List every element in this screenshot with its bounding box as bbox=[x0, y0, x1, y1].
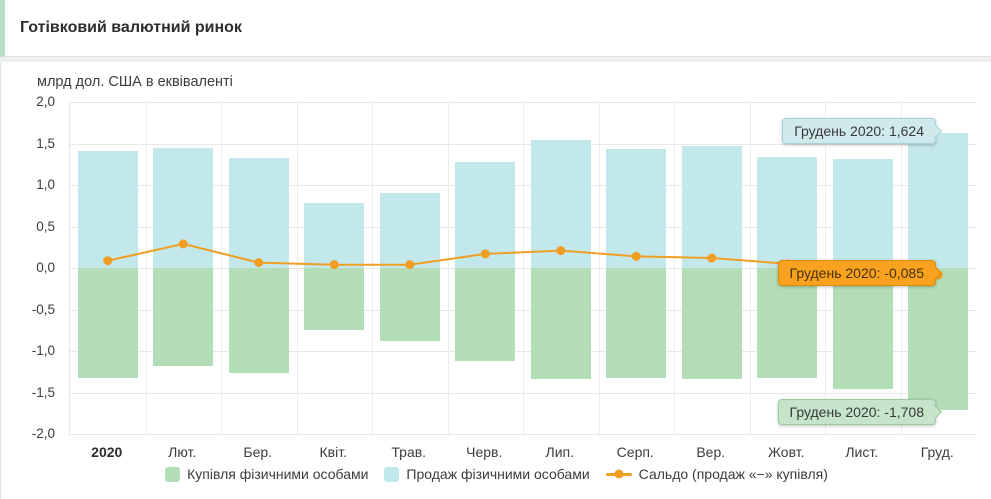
x-tick-label: Лют. bbox=[168, 444, 197, 460]
buy-bar[interactable] bbox=[908, 268, 969, 410]
x-tick-label: Серп. bbox=[616, 444, 654, 460]
saldo-point[interactable] bbox=[329, 260, 339, 270]
y-axis: 2,0 1,5 1,0 0,5 0,0 -0,5 -1,0 -1,5 -2,0 bbox=[1, 94, 61, 441]
y-tick-label: 1,5 bbox=[36, 135, 55, 151]
x-tick-label: Вер. bbox=[696, 444, 726, 460]
x-tick-label: Лист. bbox=[845, 444, 879, 460]
buy-bar[interactable] bbox=[153, 268, 214, 366]
saldo-point[interactable] bbox=[254, 258, 264, 268]
buy-bar[interactable] bbox=[455, 268, 516, 361]
chart-panel: млрд дол. США в еквіваленті 2,0 1,5 1,0 0,5… bbox=[0, 62, 991, 499]
sell-bar[interactable] bbox=[77, 150, 138, 268]
legend-line-marker-icon bbox=[605, 469, 632, 479]
gridline-v bbox=[372, 102, 373, 434]
tooltip-saldo-december: Грудень 2020: -0,085 bbox=[777, 260, 936, 286]
legend-item-sell[interactable]: Продаж фізичними особами bbox=[384, 466, 590, 482]
x-tick-label: Квіт. bbox=[319, 444, 347, 460]
gridline-v bbox=[598, 102, 600, 434]
x-tick-label: Трав. bbox=[391, 444, 427, 460]
buy-bar[interactable] bbox=[681, 268, 742, 380]
x-axis: 2020 Лют. Бер. Квіт. Трав. Черв. Лип. Серп. Вер.… bbox=[69, 444, 975, 464]
sell-bar[interactable] bbox=[606, 149, 667, 268]
chart-legend: Купівля фізичними особами Продаж фізичним… bbox=[1, 466, 991, 482]
sell-bar[interactable] bbox=[304, 203, 365, 268]
sell-bar[interactable] bbox=[832, 159, 893, 268]
y-tick-label: 1,0 bbox=[36, 177, 55, 192]
buy-bar[interactable] bbox=[379, 268, 440, 342]
x-tick-label: Лип. bbox=[545, 444, 574, 460]
legend-item-buy[interactable]: Купівля фізичними особами bbox=[165, 466, 368, 482]
y-tick-label: -1,5 bbox=[31, 384, 55, 400]
gridline-v bbox=[447, 102, 449, 434]
page-title: Готівковий валютний ринок bbox=[20, 19, 242, 36]
x-tick-label: Жовт. bbox=[768, 444, 805, 460]
buy-bar[interactable] bbox=[757, 268, 818, 379]
x-tick-label: Груд. bbox=[920, 444, 954, 460]
legend-swatch-icon bbox=[384, 466, 400, 482]
buy-bar[interactable] bbox=[606, 268, 667, 379]
tooltip-sell-december: Грудень 2020: 1,624 bbox=[782, 118, 936, 144]
sell-bar[interactable] bbox=[681, 145, 742, 268]
gridline-v bbox=[749, 102, 751, 434]
y-tick-label: 0,5 bbox=[36, 218, 55, 234]
y-tick-label: 2,0 bbox=[36, 94, 55, 109]
saldo-point[interactable] bbox=[556, 246, 566, 256]
gridline-h bbox=[70, 434, 976, 435]
tooltip-buy-december: Грудень 2020: -1,708 bbox=[777, 399, 936, 425]
legend-item-label: Купівля фізичними особами bbox=[187, 466, 369, 482]
y-axis-unit-label: млрд дол. США в еквіваленті bbox=[37, 74, 233, 90]
gridline-v bbox=[221, 102, 222, 434]
sell-bar[interactable] bbox=[757, 156, 818, 268]
legend-line-dot-icon bbox=[614, 469, 624, 479]
gridline-v bbox=[296, 102, 298, 434]
saldo-point[interactable] bbox=[707, 253, 717, 263]
saldo-point[interactable] bbox=[480, 249, 490, 259]
chart-header: Готівковий валютний ринок bbox=[0, 0, 991, 57]
x-tick-label: Бер. bbox=[243, 444, 273, 460]
legend-swatch-icon bbox=[165, 466, 181, 482]
gridline-v bbox=[145, 102, 147, 434]
saldo-point[interactable] bbox=[178, 239, 188, 249]
sell-bar[interactable] bbox=[379, 193, 440, 268]
legend-item-saldo[interactable]: Сальдо (продаж «−» купівля) bbox=[605, 466, 828, 482]
buy-bar[interactable] bbox=[304, 268, 365, 331]
x-tick-label: 2020 bbox=[91, 444, 123, 460]
sell-bar[interactable] bbox=[228, 157, 289, 268]
buy-bar[interactable] bbox=[530, 268, 591, 380]
buy-bar[interactable] bbox=[832, 268, 893, 390]
y-tick-label: -0,5 bbox=[31, 301, 55, 317]
sell-bar[interactable] bbox=[908, 133, 969, 268]
x-tick-label: Черв. bbox=[466, 444, 503, 460]
saldo-point[interactable] bbox=[405, 260, 415, 270]
y-tick-label: 0,0 bbox=[36, 260, 55, 275]
legend-item-label: Сальдо (продаж «−» купівля) bbox=[638, 466, 828, 482]
saldo-point[interactable] bbox=[631, 251, 641, 261]
gridline-v bbox=[523, 102, 524, 434]
gridline-v bbox=[674, 102, 675, 434]
legend-item-label: Продаж фізичними особами bbox=[406, 466, 590, 482]
y-tick-label: -2,0 bbox=[31, 426, 55, 441]
saldo-point[interactable] bbox=[103, 256, 113, 266]
buy-bar[interactable] bbox=[228, 268, 289, 374]
y-tick-label: -1,0 bbox=[31, 343, 55, 358]
buy-bar[interactable] bbox=[77, 268, 138, 379]
